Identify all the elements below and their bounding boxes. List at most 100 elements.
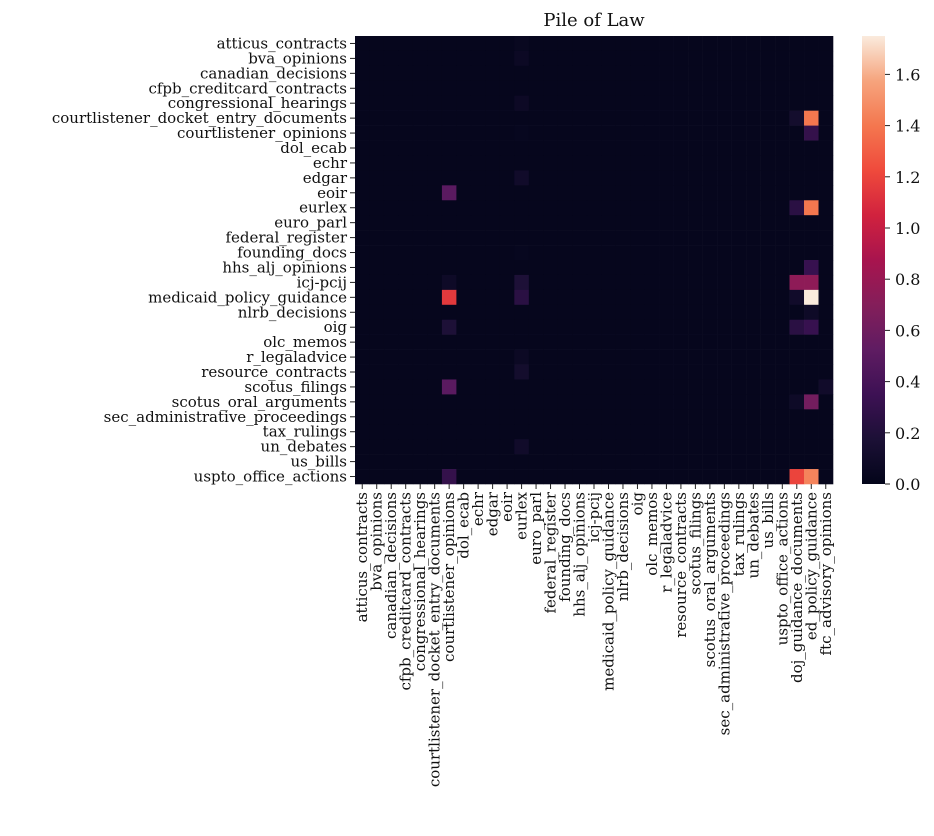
heatmap-cell (441, 155, 457, 171)
heatmap-cell (789, 394, 805, 410)
heatmap-cell (601, 65, 617, 82)
heatmap-cell (528, 95, 544, 111)
heatmap-cell (543, 379, 559, 395)
heatmap-cell (383, 36, 399, 52)
y-tick-label: congressional_hearings (168, 94, 347, 112)
heatmap-cell (804, 379, 819, 395)
heatmap-cell (499, 289, 515, 306)
heatmap-cell (543, 50, 559, 67)
heatmap-cell (731, 439, 747, 455)
heatmap-cell (369, 230, 385, 246)
heatmap-cell (485, 80, 501, 97)
heatmap-cell (702, 140, 718, 156)
heatmap-cell (673, 95, 689, 111)
heatmap-cell (514, 454, 530, 470)
heatmap-cell (702, 424, 718, 440)
heatmap-cell (688, 424, 703, 440)
heatmap-cell (746, 50, 761, 67)
heatmap-cell (775, 379, 790, 395)
heatmap-cell (688, 125, 703, 141)
heatmap-cell (644, 110, 660, 126)
heatmap-cell (383, 289, 399, 306)
heatmap-cell (746, 304, 761, 321)
heatmap-cell (659, 140, 674, 156)
heatmap-cell (731, 349, 747, 365)
x-tick-label: scotus_oral_arguments (701, 492, 719, 667)
heatmap-cell (355, 230, 370, 246)
heatmap-cell (427, 364, 443, 380)
heatmap-cell (369, 424, 385, 440)
heatmap-cell (557, 155, 573, 171)
heatmap-cell (630, 454, 645, 470)
heatmap-cell (441, 364, 457, 380)
heatmap-cell (499, 215, 515, 231)
heatmap-cell (702, 469, 718, 485)
heatmap-cell (369, 319, 385, 335)
heatmap-cell (557, 364, 573, 380)
heatmap-cell (673, 454, 689, 470)
x-tick-label: olc_memos (643, 492, 661, 576)
heatmap-cell (398, 140, 414, 156)
colorbar-tick-label: 1.4 (895, 117, 920, 136)
heatmap-cell (601, 424, 617, 440)
heatmap-cell (427, 319, 443, 335)
heatmap-cell (398, 379, 414, 395)
heatmap-cell (673, 155, 689, 171)
heatmap-cell (818, 274, 834, 291)
heatmap-cell (427, 394, 443, 410)
heatmap-cell (659, 155, 674, 171)
heatmap-cell (731, 289, 747, 306)
heatmap-cell (557, 245, 573, 261)
heatmap-cell (615, 334, 631, 350)
heatmap-cell (746, 215, 761, 231)
heatmap-cell (412, 289, 428, 306)
heatmap-cell (688, 155, 703, 171)
heatmap-cell (601, 439, 617, 455)
heatmap-cell (775, 304, 790, 321)
heatmap-cell (470, 439, 486, 455)
heatmap-cell (485, 50, 501, 67)
heatmap-cell (557, 469, 573, 485)
heatmap-cell (543, 185, 559, 201)
heatmap-cell (818, 439, 834, 455)
heatmap-cell (746, 245, 761, 261)
heatmap-cell (644, 394, 660, 410)
heatmap-cell (615, 215, 631, 231)
heatmap-cell (731, 394, 747, 410)
heatmap-cell (412, 215, 428, 231)
heatmap-cell (499, 260, 515, 276)
heatmap-cell (717, 454, 732, 470)
heatmap-cell (789, 95, 805, 111)
heatmap-cell (485, 155, 501, 171)
heatmap-cell (630, 424, 645, 440)
heatmap-cell (398, 304, 414, 321)
y-tick-label: atticus_contracts (217, 34, 347, 52)
heatmap-cell (615, 409, 631, 425)
heatmap-cell (427, 110, 443, 126)
heatmap-cell (615, 245, 631, 261)
heatmap-cell (673, 364, 689, 380)
heatmap-cell (601, 409, 617, 425)
heatmap-cell (383, 319, 399, 335)
heatmap-cell (789, 364, 805, 380)
heatmap-cell (485, 379, 501, 395)
heatmap-cell (412, 185, 428, 201)
heatmap-cell (746, 349, 761, 365)
heatmap-cell (470, 304, 486, 321)
heatmap-cell (702, 439, 718, 455)
heatmap-cell (702, 409, 718, 425)
heatmap-cell (557, 200, 573, 216)
heatmap-cell (355, 215, 370, 231)
heatmap-cell (760, 230, 776, 246)
heatmap-cell (775, 185, 790, 201)
heatmap-cell (601, 80, 617, 97)
heatmap-cell (470, 140, 486, 156)
heatmap-cell (804, 349, 819, 365)
heatmap-cell (615, 304, 631, 321)
heatmap-cell (644, 379, 660, 395)
heatmap-cell (630, 274, 645, 291)
heatmap-cell (818, 394, 834, 410)
heatmap-cell (760, 50, 776, 67)
heatmap-cell (441, 170, 457, 186)
heatmap-cell (369, 110, 385, 126)
